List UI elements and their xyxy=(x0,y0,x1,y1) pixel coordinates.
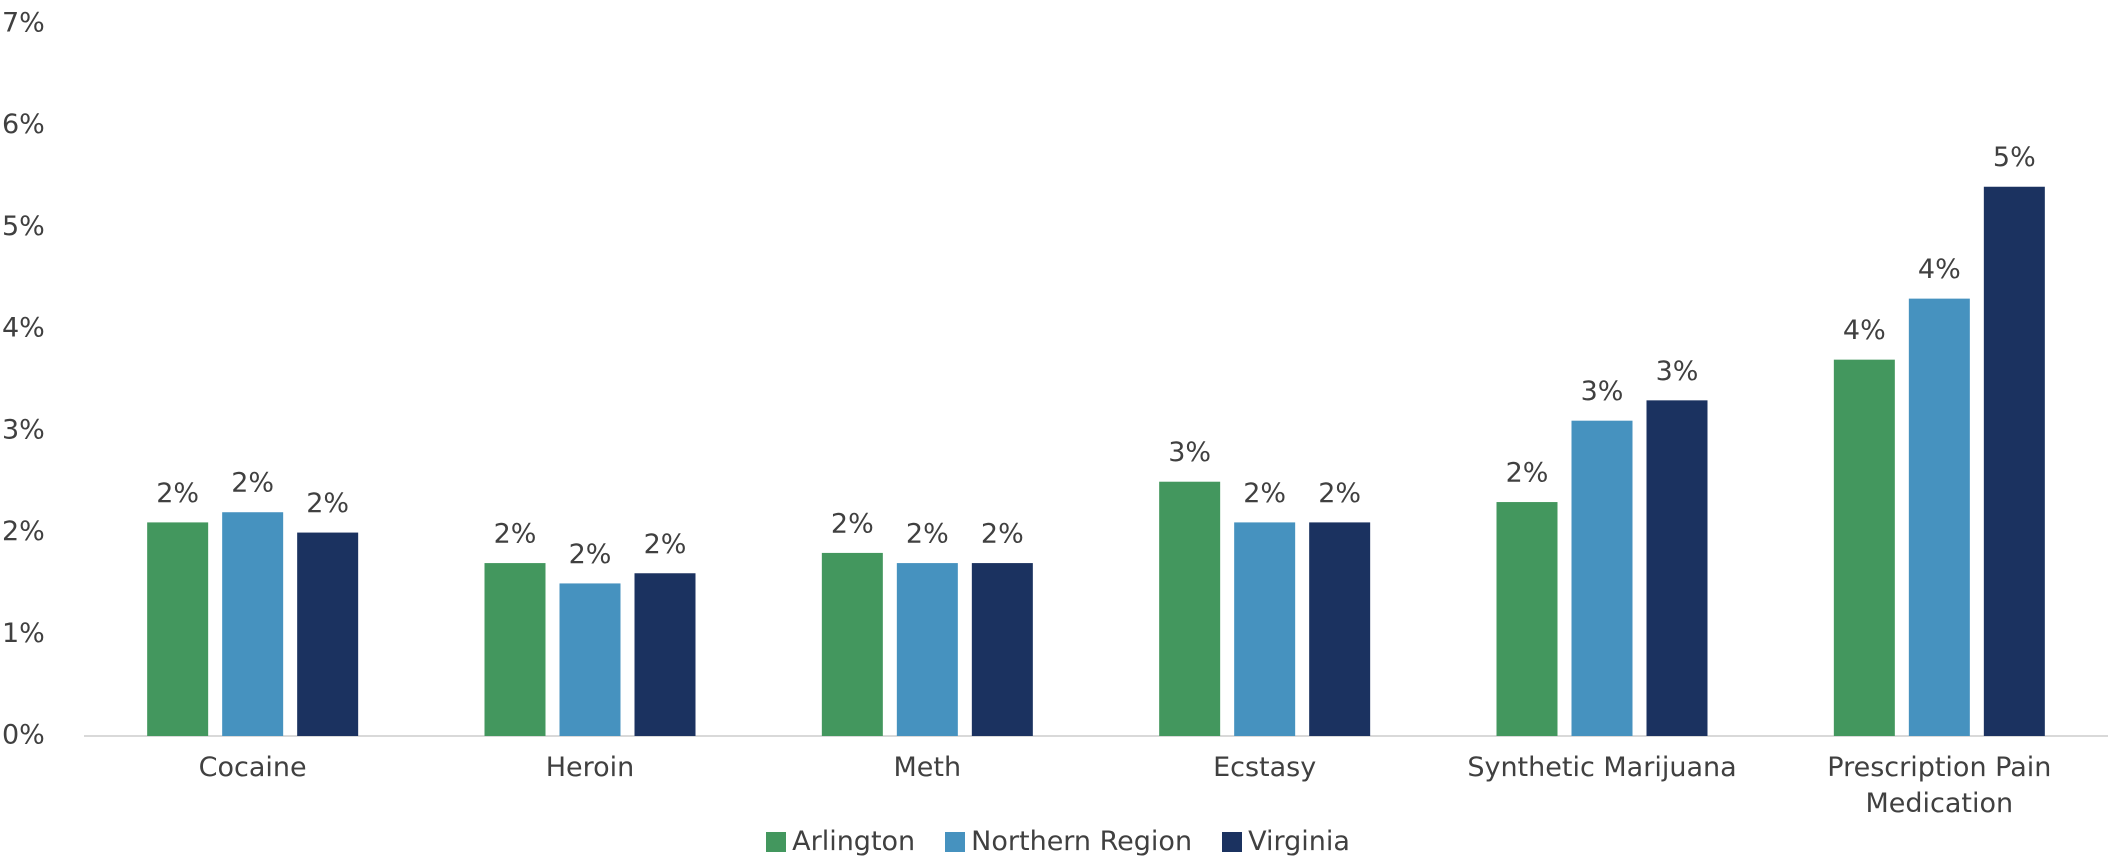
legend-label: Arlington xyxy=(792,826,916,857)
bar xyxy=(1833,359,1895,736)
data-label: 2% xyxy=(1318,478,1361,509)
bar xyxy=(1646,400,1708,736)
x-tick-label: Heroin xyxy=(545,752,635,783)
bar xyxy=(634,573,696,736)
data-label: 4% xyxy=(1918,254,1961,285)
data-label: 2% xyxy=(1506,458,1549,489)
bar xyxy=(1309,522,1371,736)
legend-swatch xyxy=(945,831,966,852)
data-label: 2% xyxy=(981,519,1024,550)
x-tick-label: Ecstasy xyxy=(1213,752,1317,783)
data-label: 2% xyxy=(906,519,949,550)
bar xyxy=(1234,522,1296,736)
data-label: 5% xyxy=(1993,142,2036,173)
x-tick-label: Synthetic Marijuana xyxy=(1467,752,1737,783)
legend-swatch xyxy=(1222,831,1243,852)
legend-item: Northern Region xyxy=(945,826,1192,857)
legend-item: Arlington xyxy=(766,826,915,857)
bar xyxy=(222,512,284,736)
y-tick-label: 1% xyxy=(2,618,45,649)
bar xyxy=(1496,502,1558,736)
y-tick-label: 7% xyxy=(2,8,45,39)
data-label: 2% xyxy=(306,488,349,519)
y-tick-label: 3% xyxy=(2,414,45,445)
data-label: 2% xyxy=(231,468,274,499)
bar xyxy=(297,532,359,736)
data-label: 2% xyxy=(1243,478,1286,509)
data-label: 2% xyxy=(569,539,612,570)
data-label: 2% xyxy=(494,519,537,550)
x-tick-label: Prescription Pain Medication xyxy=(1827,752,2052,819)
data-label: 3% xyxy=(1656,356,1699,387)
y-tick-label: 5% xyxy=(2,211,45,242)
legend-label: Virginia xyxy=(1248,826,1350,857)
bar xyxy=(971,563,1033,736)
y-tick-label: 4% xyxy=(2,313,45,344)
legend-swatch xyxy=(766,831,787,852)
data-label: 3% xyxy=(1581,376,1624,407)
bar xyxy=(484,563,546,736)
bar xyxy=(1159,481,1221,736)
data-label: 2% xyxy=(644,529,687,560)
data-label: 3% xyxy=(1168,437,1211,468)
bar xyxy=(1571,420,1633,736)
data-label: 4% xyxy=(1843,315,1886,346)
data-label: 2% xyxy=(831,508,874,539)
y-tick-label: 6% xyxy=(2,109,45,140)
bar xyxy=(559,583,621,736)
legend-item: Virginia xyxy=(1222,826,1350,857)
bar xyxy=(1908,298,1970,736)
bar xyxy=(1983,186,2045,736)
legend: Arlington Northern Region Virginia xyxy=(0,826,2116,857)
x-tick-label: Meth xyxy=(893,752,962,783)
legend-label: Northern Region xyxy=(971,826,1193,857)
bar xyxy=(147,522,209,736)
bar xyxy=(896,563,958,736)
y-tick-label: 0% xyxy=(2,720,45,751)
data-label: 2% xyxy=(156,478,199,509)
bar xyxy=(821,552,883,736)
y-tick-label: 2% xyxy=(2,516,45,547)
x-tick-label: Cocaine xyxy=(198,752,307,783)
